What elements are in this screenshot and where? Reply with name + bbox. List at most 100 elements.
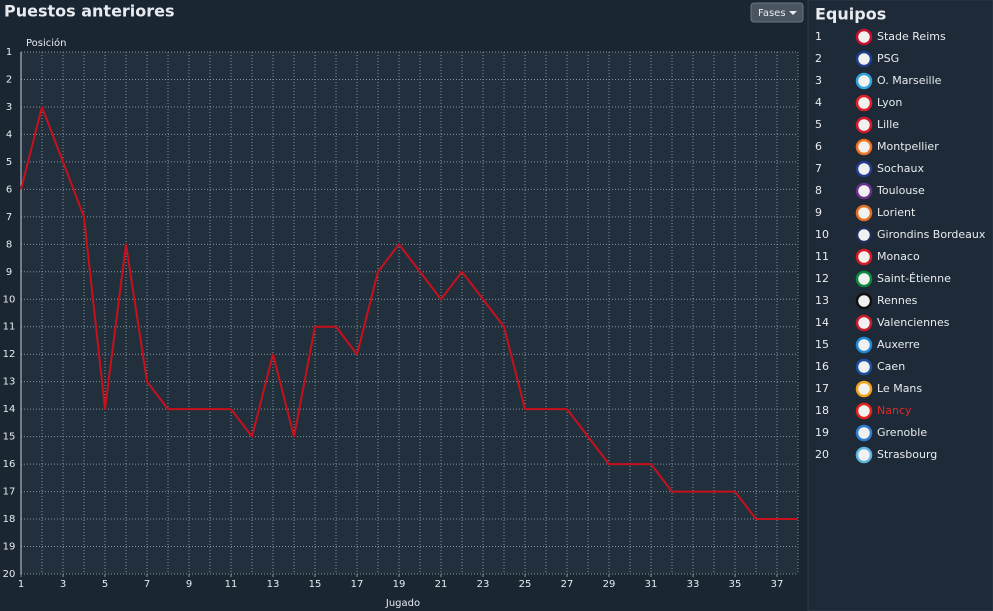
team-name: Montpellier xyxy=(877,140,939,153)
x-tick-label: 35 xyxy=(729,579,742,590)
y-tick-label: 19 xyxy=(3,542,16,553)
team-name: Rennes xyxy=(877,294,918,307)
y-tick-label: 4 xyxy=(6,129,12,140)
team-badge xyxy=(855,116,873,134)
x-tick-label: 31 xyxy=(645,579,658,590)
team-list: 1 Stade Reims 2 PSG 3 O. Marseille 4 Lyon 5 Lille… xyxy=(815,28,986,464)
x-tick-label: 37 xyxy=(771,579,784,590)
y-tick-label: 2 xyxy=(6,74,12,85)
team-position: 14 xyxy=(815,316,829,329)
team-badge xyxy=(855,160,873,178)
team-name: Grenoble xyxy=(877,426,927,439)
team-name: Nancy xyxy=(877,404,912,417)
team-badge xyxy=(855,182,873,200)
team-badge xyxy=(855,358,873,376)
team-position: 20 xyxy=(815,448,829,461)
team-badge xyxy=(855,50,873,68)
y-tick-label: 14 xyxy=(3,404,16,415)
side-title: Equipos xyxy=(815,5,886,24)
team-badge xyxy=(855,424,873,442)
team-position: 4 xyxy=(815,96,822,109)
y-tick-label: 12 xyxy=(3,349,16,360)
x-tick-label: 23 xyxy=(477,579,490,590)
x-tick-label: 17 xyxy=(351,579,364,590)
x-tick-label: 21 xyxy=(435,579,448,590)
y-tick-label: 13 xyxy=(3,377,16,388)
team-position: 2 xyxy=(815,52,822,65)
team-badge xyxy=(855,270,873,288)
x-tick-label: 13 xyxy=(267,579,280,590)
button-bg[interactable] xyxy=(750,2,804,23)
team-badge xyxy=(855,94,873,112)
team-name: Sochaux xyxy=(877,162,924,175)
y-tick-label: 16 xyxy=(3,459,16,470)
y-tick-label: 5 xyxy=(6,157,12,168)
team-badge xyxy=(855,72,873,90)
team-badge xyxy=(855,380,873,398)
x-tick-label: 11 xyxy=(225,579,238,590)
team-position: 6 xyxy=(815,140,822,153)
team-name: Valenciennes xyxy=(877,316,950,329)
plot-area xyxy=(21,52,798,574)
team-name: Stade Reims xyxy=(877,30,946,43)
y-tick-label: 10 xyxy=(3,294,16,305)
team-badge xyxy=(855,28,873,46)
team-position: 12 xyxy=(815,272,829,285)
y-tick-label: 15 xyxy=(3,432,16,443)
team-name: Toulouse xyxy=(876,184,925,197)
x-tick-label: 33 xyxy=(687,579,700,590)
team-badge xyxy=(855,138,873,156)
team-name: Lille xyxy=(877,118,899,131)
x-tick-label: 3 xyxy=(60,579,66,590)
team-position: 7 xyxy=(815,162,822,175)
y-tick-label: 20 xyxy=(3,569,16,580)
page-title: Puestos anteriores xyxy=(4,2,175,21)
team-name: PSG xyxy=(877,52,899,65)
team-position: 16 xyxy=(815,360,829,373)
team-name: Caen xyxy=(877,360,905,373)
team-badge xyxy=(855,402,873,420)
grid xyxy=(20,51,799,575)
x-tick-label: 19 xyxy=(393,579,406,590)
x-tick-label: 25 xyxy=(519,579,532,590)
team-name: Strasbourg xyxy=(877,448,937,461)
y-axis-label: Posición xyxy=(26,37,67,49)
y-tick-label: 9 xyxy=(6,267,12,278)
y-tick-label: 17 xyxy=(3,487,16,498)
team-name: O. Marseille xyxy=(877,74,942,87)
team-badge xyxy=(855,446,873,464)
team-badge xyxy=(855,248,873,266)
y-tick-label: 3 xyxy=(6,102,12,113)
dropdown-arrow[interactable] xyxy=(789,11,797,15)
team-position: 15 xyxy=(815,338,829,351)
team-name: Auxerre xyxy=(877,338,920,351)
team-position: 8 xyxy=(815,184,822,197)
side-panel xyxy=(807,0,993,611)
phases-button[interactable]: Fases xyxy=(750,2,804,23)
x-axis-label: Jugado xyxy=(385,598,420,609)
button-label[interactable]: Fases xyxy=(758,8,786,19)
x-tick-label: 1 xyxy=(18,579,24,590)
team-position: 13 xyxy=(815,294,829,307)
team-badge xyxy=(855,314,873,332)
y-tick-label: 7 xyxy=(6,212,12,223)
x-tick-label: 7 xyxy=(144,579,150,590)
y-tick-label: 1 xyxy=(6,47,12,58)
team-name: Le Mans xyxy=(877,382,922,395)
x-tick-label: 15 xyxy=(309,579,322,590)
team-position: 11 xyxy=(815,250,829,263)
team-name: Girondins Bordeaux xyxy=(877,228,986,241)
team-position: 5 xyxy=(815,118,822,131)
x-tick-label: 27 xyxy=(561,579,574,590)
team-badge xyxy=(855,204,873,222)
team-position: 3 xyxy=(815,74,822,87)
team-name: Lyon xyxy=(877,96,902,109)
team-position: 1 xyxy=(815,30,822,43)
team-name: Saint-Étienne xyxy=(877,272,951,285)
team-name: Monaco xyxy=(877,250,920,263)
team-position: 17 xyxy=(815,382,829,395)
y-tick-label: 11 xyxy=(3,322,16,333)
team-badge xyxy=(855,336,873,354)
